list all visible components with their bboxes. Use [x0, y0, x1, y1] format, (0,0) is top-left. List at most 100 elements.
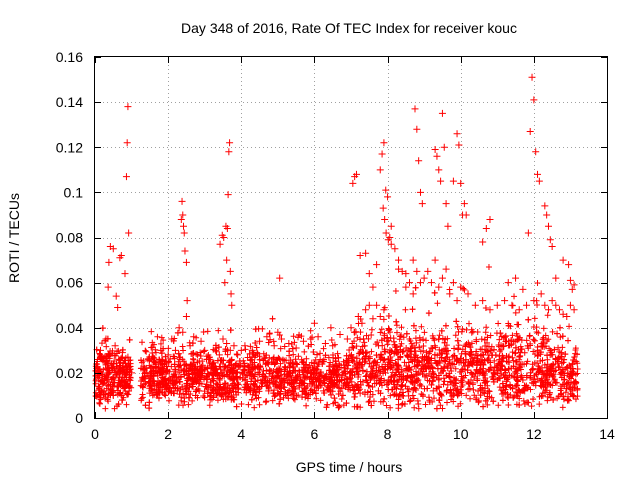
data-point: [171, 346, 179, 354]
data-point: [449, 279, 457, 287]
x-tick-label: 4: [237, 426, 245, 442]
data-point: [216, 240, 224, 248]
data-point: [530, 297, 538, 305]
data-point: [453, 130, 461, 138]
data-point: [100, 387, 108, 395]
data-point: [413, 125, 421, 133]
data-point: [502, 382, 510, 390]
data-point: [369, 315, 377, 323]
data-point: [530, 96, 538, 104]
data-point: [398, 267, 406, 275]
data-point: [466, 385, 474, 393]
data-point: [433, 152, 441, 160]
data-point: [402, 270, 410, 278]
data-point: [314, 333, 322, 341]
data-point: [181, 247, 189, 255]
data-point: [493, 301, 501, 309]
data-point: [234, 351, 242, 359]
y-tick-label: 0.02: [56, 365, 83, 381]
data-point: [155, 394, 163, 402]
background-scatter-cloud: [92, 263, 581, 412]
data-point: [226, 139, 234, 147]
data-point: [548, 243, 556, 251]
data-point: [150, 358, 158, 366]
data-point: [479, 297, 487, 305]
data-point: [453, 297, 461, 305]
y-tick-label: 0.14: [56, 94, 83, 110]
data-point: [224, 191, 232, 199]
data-point: [524, 229, 532, 237]
data-point: [566, 276, 574, 284]
data-point: [95, 373, 103, 381]
data-point: [122, 173, 130, 181]
data-point: [512, 274, 520, 282]
data-point: [112, 292, 120, 300]
data-points: [93, 73, 578, 404]
data-point: [124, 353, 132, 361]
data-point: [285, 340, 293, 348]
data-point: [395, 256, 403, 264]
data-point: [160, 360, 168, 368]
data-point: [265, 387, 273, 395]
data-point: [449, 177, 457, 185]
data-point: [352, 170, 360, 178]
data-point: [179, 328, 187, 336]
data-point: [369, 283, 377, 291]
data-point: [122, 362, 130, 370]
data-point: [471, 301, 479, 309]
data-point: [263, 333, 271, 341]
data-point: [164, 351, 172, 359]
data-point: [457, 179, 465, 187]
data-point: [219, 335, 227, 343]
data-point: [386, 234, 394, 241]
data-point: [180, 222, 188, 230]
data-point: [552, 301, 560, 309]
data-point: [358, 319, 366, 327]
data-point: [221, 279, 229, 287]
data-point: [182, 258, 190, 266]
data-point: [406, 279, 414, 287]
data-point: [486, 306, 494, 314]
data-point: [210, 389, 218, 397]
data-point: [283, 391, 291, 399]
data-point: [438, 274, 446, 282]
data-point: [409, 290, 417, 298]
data-point: [568, 387, 576, 395]
data-point: [387, 222, 395, 230]
data-point: [541, 202, 549, 210]
data-point: [427, 279, 435, 287]
data-point: [413, 267, 421, 275]
data-point: [125, 229, 133, 237]
data-point: [462, 211, 470, 219]
data-point: [381, 215, 389, 223]
data-point: [310, 319, 318, 327]
data-point: [541, 301, 549, 309]
data-point: [270, 342, 278, 350]
data-point: [183, 297, 191, 305]
data-point: [223, 340, 231, 348]
data-point: [379, 204, 387, 212]
data-point: [307, 335, 315, 343]
data-point: [223, 224, 231, 232]
data-point: [182, 312, 190, 320]
data-point: [543, 211, 551, 219]
data-point: [336, 331, 344, 339]
data-point: [431, 146, 439, 154]
data-point: [100, 358, 108, 366]
data-point: [226, 267, 234, 275]
data-point: [178, 197, 186, 205]
x-tick-label: 6: [311, 426, 319, 442]
data-point: [519, 285, 527, 293]
data-point: [153, 369, 161, 377]
data-point: [380, 306, 388, 314]
data-point: [482, 224, 490, 232]
data-point: [486, 215, 494, 223]
data-point: [416, 279, 424, 287]
data-point: [120, 378, 128, 386]
data-point: [347, 324, 355, 332]
data-point: [376, 166, 384, 174]
data-point: [356, 252, 364, 260]
data-point: [479, 238, 487, 246]
data-point: [117, 252, 125, 260]
